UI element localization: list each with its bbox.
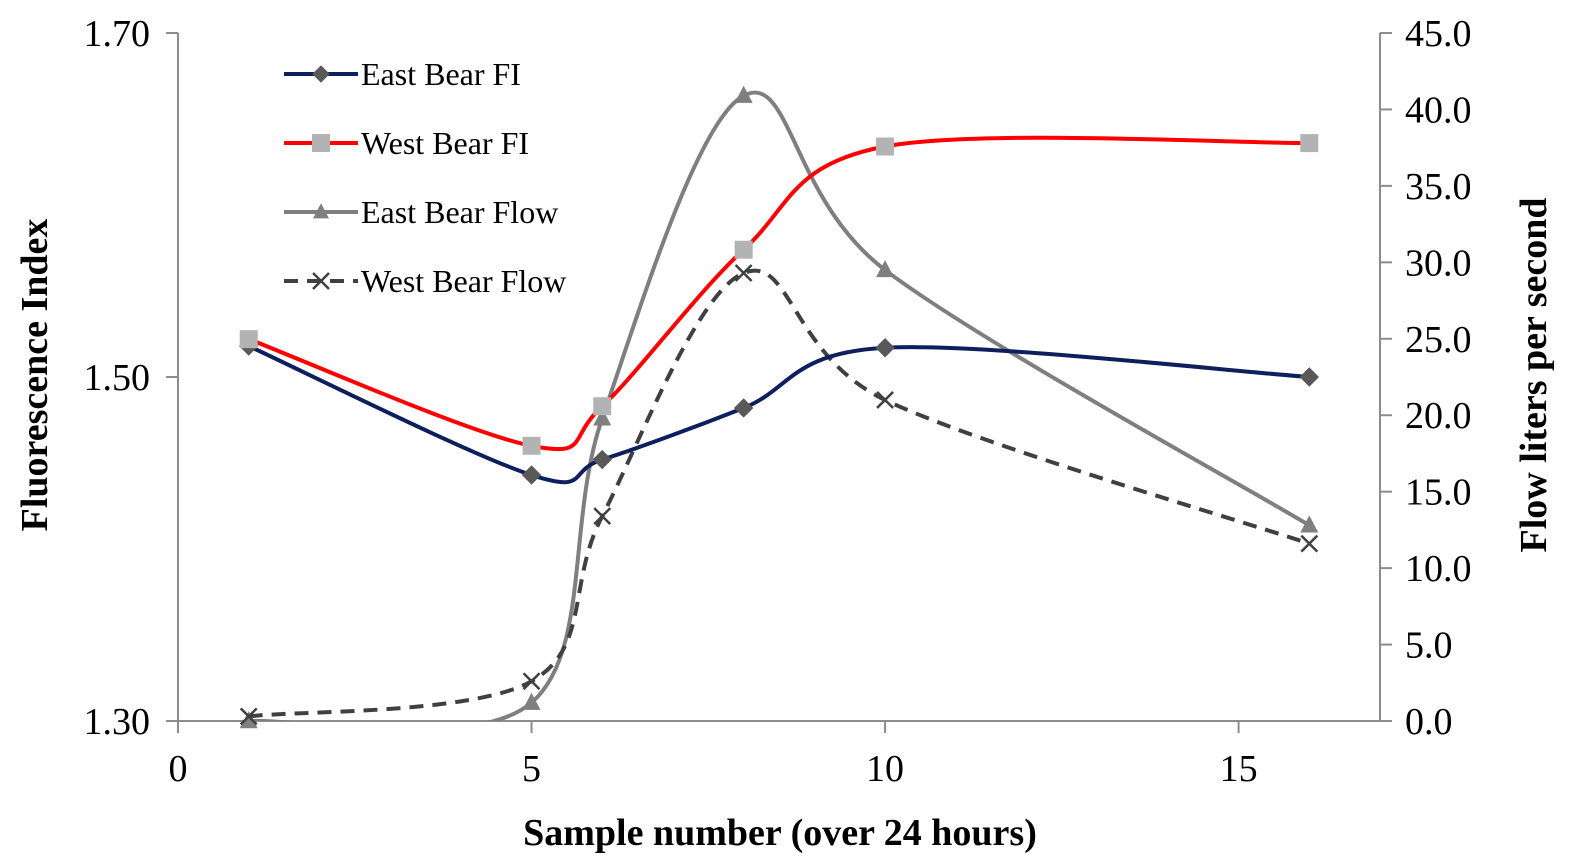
y2-tick-label: 5.0 [1405,625,1453,667]
legend-marker-east-bear-flow [313,203,329,219]
y2-tick-label: 25.0 [1405,319,1472,361]
y2-tick-label: 15.0 [1405,472,1472,514]
y2-tick-label: 10.0 [1405,548,1472,590]
series-west-bear-flow [239,264,1319,726]
data-point-west-bear-flow-stroke [239,707,258,726]
data-point-east-bear-flow [1300,515,1319,533]
data-point-west-bear-flow-stroke [1300,534,1319,553]
x-axis-title: Sample number (over 24 hours) [523,812,1037,854]
data-point-west-bear-flow [734,264,753,282]
data-point-west-bear-flow-stroke [593,507,612,526]
data-point-east-bear-flow [593,408,612,426]
y2-tick-label: 35.0 [1405,166,1472,208]
legend-label-west-bear-flow: West Bear Flow [361,263,566,299]
series-line-west-bear-fi [248,135,1310,452]
data-point-west-bear-fi [522,436,541,455]
data-point-west-bear-flow-stroke [734,264,753,282]
data-point-west-bear-flow [522,672,541,691]
x-tick-label: 0 [169,748,188,790]
series-line-east-bear-flow [248,90,1311,721]
y2-tick-label: 40.0 [1405,89,1472,131]
series-layer [238,85,1320,729]
data-point-west-bear-fi [734,240,753,259]
data-point-east-bear-fi [521,465,542,485]
data-point-west-bear-fi [876,137,895,156]
x-tick-label: 15 [1220,748,1258,790]
data-point-west-bear-flow [1300,534,1319,553]
legend-item-east-bear-flow: East Bear Flow [284,194,558,230]
y2-axis-title: Flow liters per second [1513,198,1555,553]
legend-marker-east-bear-fi [312,65,330,83]
y2-tick-label: 0.0 [1405,701,1453,743]
data-point-east-bear-fi [592,449,612,470]
y-tick-label: 1.30 [84,701,151,743]
legend-label-east-bear-fi: East Bear FI [361,56,521,92]
y2-tick-label: 30.0 [1405,242,1472,284]
legend-item-west-bear-fi: West Bear FI [284,125,529,161]
data-point-west-bear-flow [239,707,258,726]
data-point-west-bear-fi [1300,134,1319,153]
legend-label-west-bear-fi: West Bear FI [361,125,529,161]
series-line-west-bear-flow [248,268,1310,719]
x-tick-label: 10 [866,748,904,790]
data-point-west-bear-flow [876,391,894,409]
data-point-east-bear-flow [734,85,753,103]
legend-label-east-bear-flow: East Bear Flow [361,194,558,230]
x-tick-label: 5 [522,748,541,790]
legend-item-west-bear-flow: West Bear Flow [284,263,566,299]
legend-marker-west-bear-flow-stroke [312,272,330,290]
legend-marker-west-bear-fi [312,134,330,152]
data-point-east-bear-flow [239,711,258,729]
data-point-east-bear-flow [876,260,895,278]
legend-item-east-bear-fi: East Bear FI [284,56,521,92]
data-point-west-bear-flow-stroke [522,672,541,691]
y-axis-title: Fluorescence Index [14,219,56,532]
data-point-west-bear-flow [593,507,612,526]
data-point-east-bear-fi [1299,367,1320,387]
y2-tick-label: 20.0 [1405,395,1472,437]
legend-marker-west-bear-flow [312,272,330,290]
data-point-west-bear-fi [593,397,612,416]
series-east-bear-fi [238,336,1320,485]
series-east-bear-flow [239,85,1319,729]
series-west-bear-fi [239,134,1319,455]
data-point-west-bear-flow-stroke [876,391,894,409]
series-line-east-bear-fi [247,344,1310,485]
legend: East Bear FI West Bear FI East Bear Flow We… [284,56,566,299]
data-point-east-bear-fi [875,338,895,358]
y-tick-label: 1.70 [84,13,151,55]
data-point-east-bear-fi [733,398,754,418]
y-tick-label: 1.50 [84,357,151,399]
y2-tick-label: 45.0 [1405,13,1472,55]
data-point-east-bear-flow [522,692,541,710]
axes: 0 5 10 15 1.30 1.50 1.70 0.0 5.0 10.0 15.0 20.0 25.0… [84,13,1472,790]
data-point-west-bear-fi [239,330,258,349]
